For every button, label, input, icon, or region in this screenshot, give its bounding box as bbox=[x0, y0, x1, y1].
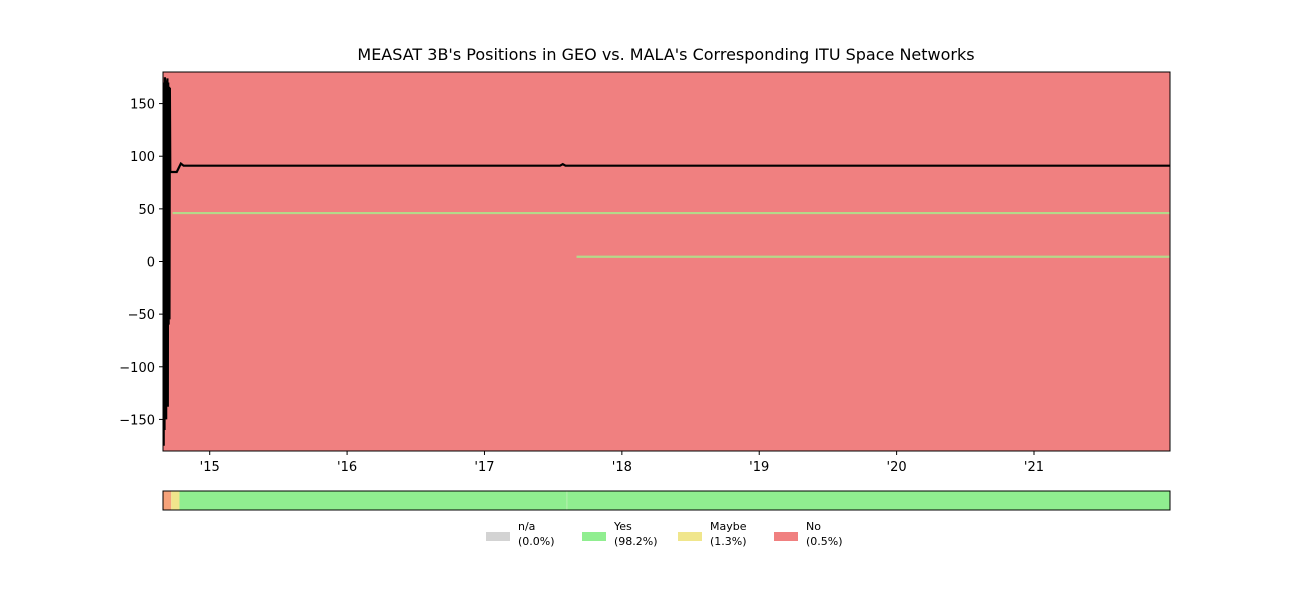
legend-swatch-maybe bbox=[678, 532, 702, 541]
legend-percentage: (0.0%) bbox=[518, 535, 555, 548]
legend-label: Yes bbox=[613, 520, 632, 533]
y-tick-label: 150 bbox=[130, 98, 155, 113]
y-tick-label: −100 bbox=[119, 361, 155, 376]
legend-percentage: (98.2%) bbox=[614, 535, 658, 548]
x-tick-label: '21 bbox=[1024, 460, 1044, 475]
position-line-series-1 bbox=[162, 77, 1170, 446]
status-bar-frame bbox=[162, 490, 1171, 511]
status-bar bbox=[162, 490, 1171, 511]
legend-label: n/a bbox=[518, 520, 535, 533]
legend-swatch-na bbox=[486, 532, 510, 541]
x-tick-label: '18 bbox=[612, 460, 632, 475]
x-tick-label: '19 bbox=[749, 460, 769, 475]
y-tick-label: −150 bbox=[119, 413, 155, 428]
y-tick-label: 0 bbox=[147, 256, 155, 271]
legend-percentage: (1.3%) bbox=[710, 535, 747, 548]
chart-title: MEASAT 3B's Positions in GEO vs. MALA's … bbox=[357, 45, 974, 64]
plot-area: 150 100 50 0 −50 −100 −150 '15 '16 '17 '18 '19 '20 '2… bbox=[119, 71, 1171, 475]
plot-background bbox=[163, 72, 1170, 451]
x-tick-label: '20 bbox=[887, 460, 907, 475]
legend-swatch-no bbox=[774, 532, 798, 541]
x-tick-label: '17 bbox=[474, 460, 494, 475]
status-segment-3 bbox=[179, 491, 1171, 510]
y-tick-label: −50 bbox=[128, 308, 155, 323]
status-segment-2 bbox=[171, 491, 180, 510]
legend-swatch-yes bbox=[582, 532, 606, 541]
status-segment-1 bbox=[163, 491, 172, 510]
legend-label: No bbox=[806, 520, 821, 533]
legend-percentage: (0.5%) bbox=[806, 535, 843, 548]
legend-label: Maybe bbox=[710, 520, 747, 533]
y-tick-label: 100 bbox=[130, 150, 155, 165]
y-tick-label: 50 bbox=[138, 203, 155, 218]
x-tick-label: '16 bbox=[337, 460, 357, 475]
x-tick-label: '15 bbox=[200, 460, 220, 475]
legend: n/a (0.0%) Yes (98.2%) Maybe (1.3%) No (0.5%) bbox=[486, 520, 843, 548]
